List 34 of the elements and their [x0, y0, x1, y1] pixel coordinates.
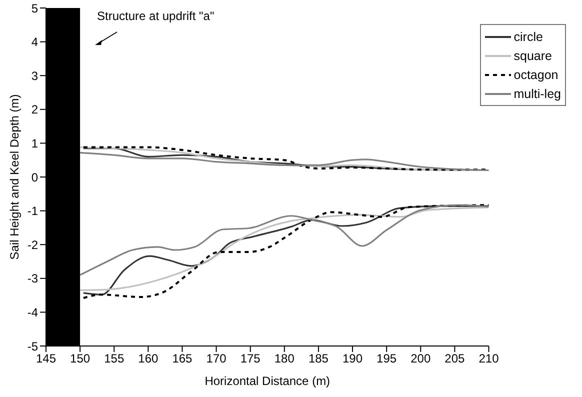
line-series — [79, 204, 489, 276]
x-tick-label: 175 — [240, 352, 261, 366]
legend-label: octagon — [514, 68, 558, 82]
legend-label: multi-leg — [514, 86, 561, 100]
x-tick-label: 195 — [376, 352, 397, 366]
line-series — [79, 152, 489, 172]
y-tick-label: -5 — [27, 339, 38, 354]
x-tick-label: 160 — [138, 352, 159, 366]
y-tick-label: -1 — [27, 204, 38, 218]
legend-label: circle — [514, 30, 543, 44]
x-tick-label: 165 — [172, 352, 193, 366]
x-tick-label: 155 — [104, 352, 124, 366]
y-tick-label: 2 — [31, 102, 38, 117]
x-tick-label: 145 — [36, 352, 56, 366]
x-tick-label: 170 — [206, 352, 227, 366]
y-tick-label: 1 — [31, 136, 38, 150]
y-tick-label: -4 — [27, 305, 38, 320]
y-axis-title: Sail Height and Keel Depth (m) — [7, 94, 22, 260]
x-tick-label: 210 — [478, 352, 500, 366]
x-tick-label: 205 — [444, 352, 466, 366]
y-tick-label: -3 — [27, 272, 38, 286]
legend-label: square — [514, 48, 552, 62]
x-tick-label: 150 — [70, 352, 90, 366]
annotation: Structure at updrift "a" — [97, 9, 214, 23]
x-tick-label: 200 — [410, 352, 431, 366]
y-tick-label: -2 — [27, 238, 38, 252]
y-tick-label: 0 — [31, 170, 38, 184]
x-tick-label: 180 — [274, 352, 295, 366]
y-tick-label: 5 — [31, 1, 38, 16]
x-tick-label: 185 — [308, 352, 329, 366]
x-axis-title: Horizontal Distance (m) — [204, 374, 330, 388]
y-tick-label: 4 — [31, 35, 38, 50]
y-tick-label: 3 — [31, 68, 38, 83]
x-tick-label: 190 — [342, 352, 363, 366]
